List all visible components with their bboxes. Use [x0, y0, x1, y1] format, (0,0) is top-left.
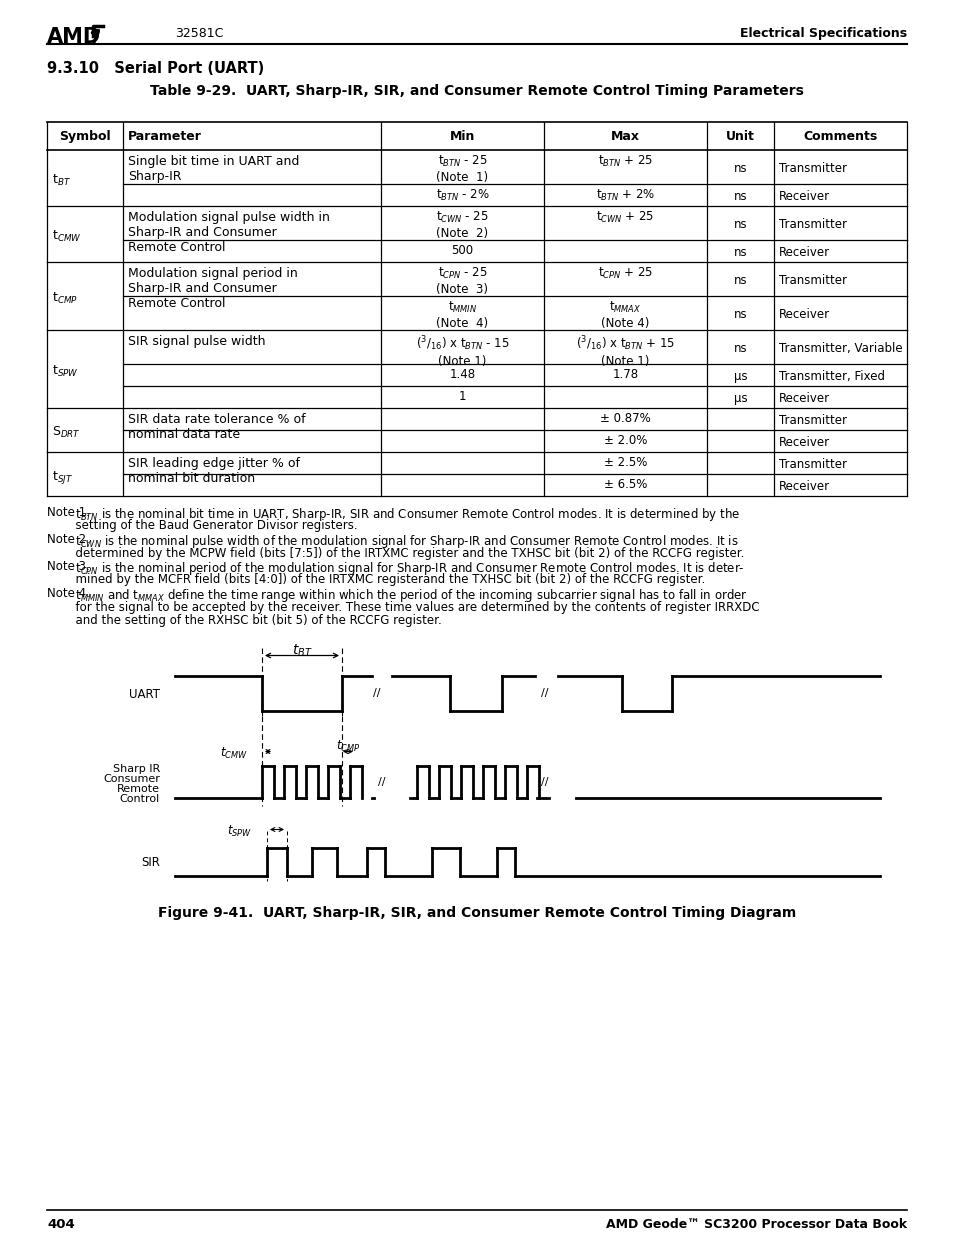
Text: Table 9-29.  UART, Sharp-IR, SIR, and Consumer Remote Control Timing Parameters: Table 9-29. UART, Sharp-IR, SIR, and Con… — [150, 84, 803, 98]
Text: t$_{CWN}$ is the nominal pulse width of the modulation signal for Sharp-IR and C: t$_{CWN}$ is the nominal pulse width of … — [68, 534, 738, 550]
Text: t$_{SJT}$: t$_{SJT}$ — [52, 469, 73, 487]
Text: Modulation signal period in
Sharp-IR and Consumer
Remote Control: Modulation signal period in Sharp-IR and… — [128, 267, 297, 310]
Text: determined by the MCPW field (bits [7:5]) of the IRTXMC register and the TXHSC b: determined by the MCPW field (bits [7:5]… — [68, 547, 743, 559]
Text: ($^3$/$_{16}$) x t$_{BTN}$ + 15
(Note 1): ($^3$/$_{16}$) x t$_{BTN}$ + 15 (Note 1) — [576, 333, 675, 368]
Text: t$_{BTN}$ - 2%: t$_{BTN}$ - 2% — [436, 188, 489, 203]
Text: //: // — [540, 688, 548, 698]
Text: //: // — [377, 777, 385, 787]
Text: Parameter: Parameter — [128, 130, 202, 143]
Text: 1.48: 1.48 — [449, 368, 475, 382]
Text: SIR: SIR — [141, 857, 160, 869]
Text: t$_{SPW}$: t$_{SPW}$ — [52, 364, 79, 379]
Text: Receiver: Receiver — [779, 436, 829, 450]
Text: //: // — [540, 777, 548, 787]
Text: Modulation signal pulse width in
Sharp-IR and Consumer
Remote Control: Modulation signal pulse width in Sharp-I… — [128, 211, 330, 254]
Text: Note 1.: Note 1. — [47, 506, 90, 519]
Text: t$_{MMAX}$
(Note 4): t$_{MMAX}$ (Note 4) — [600, 300, 649, 330]
Text: Sharp IR: Sharp IR — [112, 763, 160, 773]
Text: Note 3.: Note 3. — [47, 559, 90, 573]
Text: 404: 404 — [47, 1218, 74, 1231]
Text: for the signal to be accepted by the receiver. These time values are determined : for the signal to be accepted by the rec… — [68, 600, 759, 614]
Text: //: // — [373, 688, 380, 698]
Text: Symbol: Symbol — [59, 130, 111, 143]
Text: AMD Geode™ SC3200 Processor Data Book: AMD Geode™ SC3200 Processor Data Book — [605, 1218, 906, 1231]
Text: Receiver: Receiver — [779, 308, 829, 321]
Text: Note 2.: Note 2. — [47, 534, 90, 546]
Text: t$_{BT}$: t$_{BT}$ — [52, 173, 71, 188]
Text: ns: ns — [733, 190, 746, 203]
Text: Transmitter: Transmitter — [779, 219, 846, 231]
Text: Receiver: Receiver — [779, 190, 829, 203]
Text: ($^3$/$_{16}$) x t$_{BTN}$ - 15
(Note 1): ($^3$/$_{16}$) x t$_{BTN}$ - 15 (Note 1) — [416, 333, 509, 368]
Text: $t_{CMP}$: $t_{CMP}$ — [335, 739, 360, 753]
Text: SIR data rate tolerance % of
nominal data rate: SIR data rate tolerance % of nominal dat… — [128, 412, 305, 441]
Text: Transmitter: Transmitter — [779, 162, 846, 175]
Text: μs: μs — [733, 370, 746, 383]
Text: $t_{CMW}$: $t_{CMW}$ — [220, 746, 248, 761]
Text: t$_{CPN}$ + 25: t$_{CPN}$ + 25 — [598, 266, 653, 282]
Text: t$_{MMIN}$ and t$_{MMAX}$ define the time range within which the period of the i: t$_{MMIN}$ and t$_{MMAX}$ define the tim… — [68, 587, 747, 604]
Text: ± 2.0%: ± 2.0% — [603, 433, 646, 447]
Text: ± 2.5%: ± 2.5% — [603, 456, 646, 469]
Text: ns: ns — [733, 219, 746, 231]
Text: 1.78: 1.78 — [612, 368, 638, 382]
Text: S$_{DRT}$: S$_{DRT}$ — [52, 425, 81, 440]
Text: ns: ns — [733, 342, 746, 354]
Text: Transmitter, Variable: Transmitter, Variable — [779, 342, 902, 354]
Text: Receiver: Receiver — [779, 246, 829, 259]
Text: t$_{CMP}$: t$_{CMP}$ — [52, 291, 78, 306]
Text: Receiver: Receiver — [779, 391, 829, 405]
Text: SIR leading edge jitter % of
nominal bit duration: SIR leading edge jitter % of nominal bit… — [128, 457, 299, 485]
Text: ± 0.87%: ± 0.87% — [599, 412, 650, 425]
Text: 1: 1 — [458, 390, 466, 403]
Text: Single bit time in UART and
Sharp-IR: Single bit time in UART and Sharp-IR — [128, 156, 299, 183]
Text: Min: Min — [450, 130, 475, 143]
Text: 9.3.10   Serial Port (UART): 9.3.10 Serial Port (UART) — [47, 61, 264, 77]
Text: Max: Max — [610, 130, 639, 143]
Text: 500: 500 — [451, 245, 473, 257]
Text: ns: ns — [733, 162, 746, 175]
Text: setting of the Baud Generator Divisor registers.: setting of the Baud Generator Divisor re… — [68, 520, 357, 532]
Text: and the setting of the RXHSC bit (bit 5) of the RCCFG register.: and the setting of the RXHSC bit (bit 5)… — [68, 614, 441, 627]
Text: UART: UART — [129, 688, 160, 701]
Text: t$_{CWN}$ - 25
(Note  2): t$_{CWN}$ - 25 (Note 2) — [436, 210, 488, 240]
Text: ns: ns — [733, 274, 746, 287]
Text: Receiver: Receiver — [779, 480, 829, 493]
Text: Transmitter: Transmitter — [779, 458, 846, 471]
Text: t$_{MMIN}$
(Note  4): t$_{MMIN}$ (Note 4) — [436, 300, 488, 330]
Text: $t_{SPW}$: $t_{SPW}$ — [227, 824, 252, 839]
Text: mined by the MCFR field (bits [4:0]) of the IRTXMC registerand the TXHSC bit (bi: mined by the MCFR field (bits [4:0]) of … — [68, 573, 704, 587]
Text: t$_{BTN}$ - 25
(Note  1): t$_{BTN}$ - 25 (Note 1) — [436, 154, 488, 184]
Text: t$_{CPN}$ - 25
(Note  3): t$_{CPN}$ - 25 (Note 3) — [436, 266, 488, 296]
Text: t$_{CMW}$: t$_{CMW}$ — [52, 228, 82, 245]
Text: SIR signal pulse width: SIR signal pulse width — [128, 335, 265, 348]
Text: Electrical Specifications: Electrical Specifications — [740, 27, 906, 40]
Text: ns: ns — [733, 308, 746, 321]
Text: 7: 7 — [90, 32, 100, 47]
Text: Comments: Comments — [802, 130, 877, 143]
Text: Unit: Unit — [725, 130, 754, 143]
Text: t$_{BTN}$ + 25: t$_{BTN}$ + 25 — [598, 154, 653, 169]
Text: Figure 9-41.  UART, Sharp-IR, SIR, and Consumer Remote Control Timing Diagram: Figure 9-41. UART, Sharp-IR, SIR, and Co… — [157, 905, 796, 920]
Text: 32581C: 32581C — [174, 27, 223, 40]
Text: Remote: Remote — [117, 784, 160, 794]
Text: Control: Control — [120, 794, 160, 804]
Text: Transmitter: Transmitter — [779, 414, 846, 427]
Text: t$_{BTN}$ is the nominal bit time in UART, Sharp-IR, SIR and Consumer Remote Con: t$_{BTN}$ is the nominal bit time in UAR… — [68, 506, 740, 522]
Text: ns: ns — [733, 246, 746, 259]
Text: t$_{CWN}$ + 25: t$_{CWN}$ + 25 — [596, 210, 654, 225]
Text: t$_{CPN}$ is the nominal period of the modulation signal for Sharp-IR and Consum: t$_{CPN}$ is the nominal period of the m… — [68, 559, 744, 577]
Text: Consumer: Consumer — [103, 774, 160, 784]
Text: Transmitter: Transmitter — [779, 274, 846, 287]
Text: AMD: AMD — [47, 27, 101, 47]
Text: Note 4.: Note 4. — [47, 587, 90, 600]
Text: t$_{BTN}$ + 2%: t$_{BTN}$ + 2% — [596, 188, 655, 203]
Text: $t_{BT}$: $t_{BT}$ — [292, 642, 312, 659]
Text: ± 6.5%: ± 6.5% — [603, 478, 646, 492]
Text: μs: μs — [733, 391, 746, 405]
Text: Transmitter, Fixed: Transmitter, Fixed — [779, 370, 884, 383]
